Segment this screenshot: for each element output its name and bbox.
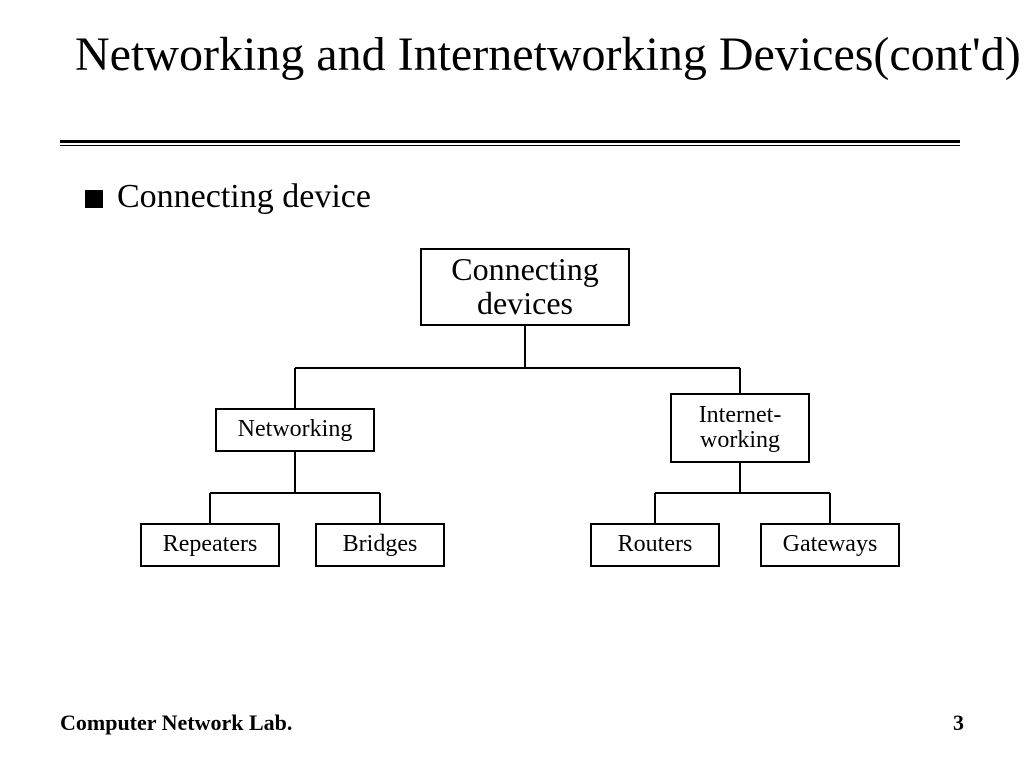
node-net: Networking bbox=[215, 408, 375, 452]
slide-title: Networking and Internetworking Devices(c… bbox=[75, 30, 1021, 80]
node-gtw: Gateways bbox=[760, 523, 900, 567]
square-bullet-icon bbox=[85, 190, 103, 208]
footer-page-number: 3 bbox=[953, 710, 964, 736]
bullet-text: Connecting device bbox=[117, 178, 371, 216]
tree-diagram: Connecting devices Networking Internet- wo… bbox=[140, 248, 910, 618]
node-brd: Bridges bbox=[315, 523, 445, 567]
node-inet: Internet- working bbox=[670, 393, 810, 463]
node-root: Connecting devices bbox=[420, 248, 630, 326]
node-rep: Repeaters bbox=[140, 523, 280, 567]
footer-lab-name: Computer Network Lab. bbox=[60, 710, 292, 736]
node-rtr: Routers bbox=[590, 523, 720, 567]
title-divider bbox=[60, 140, 960, 146]
bullet-item: Connecting device bbox=[85, 178, 371, 216]
